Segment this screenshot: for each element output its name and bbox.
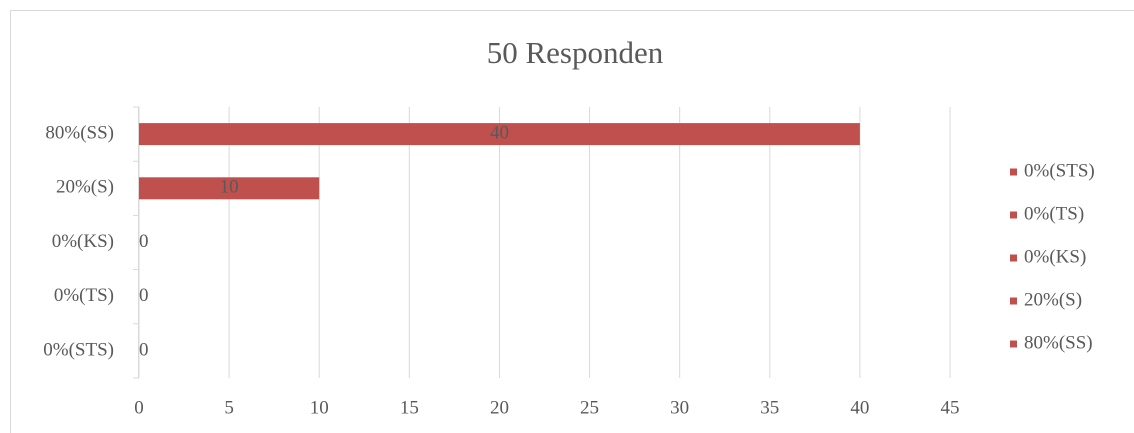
- x-tick-label: 5: [224, 397, 234, 418]
- x-tick-label: 20: [490, 397, 509, 418]
- data-label: 0: [139, 339, 149, 360]
- bar: [139, 177, 320, 200]
- data-label: 0: [139, 285, 149, 306]
- legend-marker: [1010, 254, 1017, 262]
- y-tick-label: 0%(TS): [54, 285, 114, 306]
- data-label: 0: [139, 231, 149, 252]
- x-tick-label: 25: [580, 397, 599, 418]
- legend-marker: [1010, 340, 1017, 348]
- data-label: 40: [490, 122, 509, 143]
- legend-label: 80%(SS): [1024, 332, 1093, 353]
- bar: [139, 123, 860, 146]
- chart-frame: [10, 10, 1134, 433]
- x-tick-label: 10: [310, 397, 329, 418]
- y-tick-label: 0%(STS): [43, 339, 114, 360]
- legend-label: 0%(STS): [1024, 160, 1095, 181]
- chart-title: 50 Responden: [487, 35, 664, 70]
- x-tick-label: 45: [941, 397, 960, 418]
- x-tick-label: 30: [670, 397, 689, 418]
- legend-label: 0%(KS): [1024, 246, 1086, 267]
- legend-label: 0%(TS): [1024, 203, 1084, 224]
- y-tick-label: 20%(S): [56, 177, 114, 198]
- x-tick-label: 15: [400, 397, 419, 418]
- data-label: 10: [220, 177, 239, 198]
- y-tick-label: 80%(SS): [45, 122, 114, 143]
- x-tick-label: 0: [134, 397, 144, 418]
- legend-label: 20%(S): [1024, 289, 1082, 310]
- legend-marker: [1010, 297, 1017, 305]
- x-tick-label: 40: [850, 397, 869, 418]
- y-tick-label: 0%(KS): [52, 231, 114, 252]
- legend-marker: [1010, 211, 1017, 219]
- legend-marker: [1010, 168, 1017, 176]
- x-tick-label: 35: [760, 397, 779, 418]
